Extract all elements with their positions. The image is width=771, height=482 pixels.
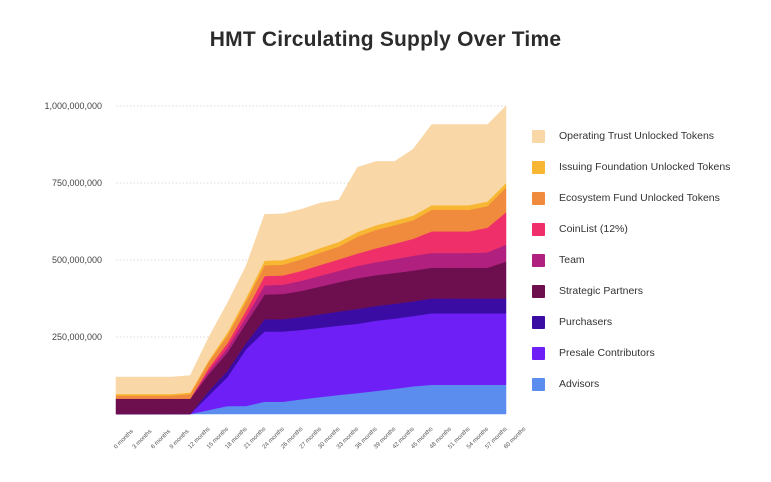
- y-tick-label: 1,000,000,000: [44, 101, 102, 111]
- legend-label-coinlist: CoinList (12%): [559, 223, 628, 235]
- legend-item-ecosystem-fund: Ecosystem Fund Unlocked Tokens: [532, 190, 767, 221]
- stacked-areas: [115, 105, 507, 415]
- legend-swatch-purchasers: [532, 316, 545, 329]
- legend-label-operating-trust: Operating Trust Unlocked Tokens: [559, 130, 715, 142]
- legend-item-strategic-partners: Strategic Partners: [532, 283, 767, 314]
- legend-item-purchasers: Purchasers: [532, 314, 767, 345]
- legend-item-issuing-foundation: Issuing Foundation Unlocked Tokens: [532, 159, 767, 190]
- y-axis-ticks: 250,000,000 500,000,000 750,000,000 1,000,0…: [44, 101, 102, 342]
- legend-label-ecosystem-fund: Ecosystem Fund Unlocked Tokens: [559, 192, 720, 204]
- legend: Operating Trust Unlocked Tokens Issuing …: [532, 128, 767, 407]
- legend-swatch-coinlist: [532, 223, 545, 236]
- legend-item-coinlist: CoinList (12%): [532, 221, 767, 252]
- legend-swatch-issuing-foundation: [532, 161, 545, 174]
- legend-swatch-team: [532, 254, 545, 267]
- legend-swatch-operating-trust: [532, 130, 545, 143]
- legend-swatch-ecosystem-fund: [532, 192, 545, 205]
- legend-item-team: Team: [532, 252, 767, 283]
- legend-item-presale-contributors: Presale Contributors: [532, 345, 767, 376]
- legend-label-team: Team: [559, 254, 585, 266]
- legend-item-operating-trust: Operating Trust Unlocked Tokens: [532, 128, 767, 159]
- legend-swatch-presale-contributors: [532, 347, 545, 360]
- legend-swatch-advisors: [532, 378, 545, 391]
- legend-item-advisors: Advisors: [532, 376, 767, 407]
- legend-label-issuing-foundation: Issuing Foundation Unlocked Tokens: [559, 161, 731, 173]
- y-tick-label: 250,000,000: [52, 332, 102, 342]
- y-tick-label: 750,000,000: [52, 178, 102, 188]
- legend-swatch-strategic-partners: [532, 285, 545, 298]
- legend-label-strategic-partners: Strategic Partners: [559, 285, 644, 297]
- legend-label-presale-contributors: Presale Contributors: [559, 347, 655, 359]
- y-tick-label: 500,000,000: [52, 255, 102, 265]
- legend-label-purchasers: Purchasers: [559, 316, 613, 328]
- legend-label-advisors: Advisors: [559, 378, 600, 390]
- chart-title: HMT Circulating Supply Over Time: [209, 28, 562, 51]
- area-series-operating-trust-unlocked-tokens: [115, 105, 507, 395]
